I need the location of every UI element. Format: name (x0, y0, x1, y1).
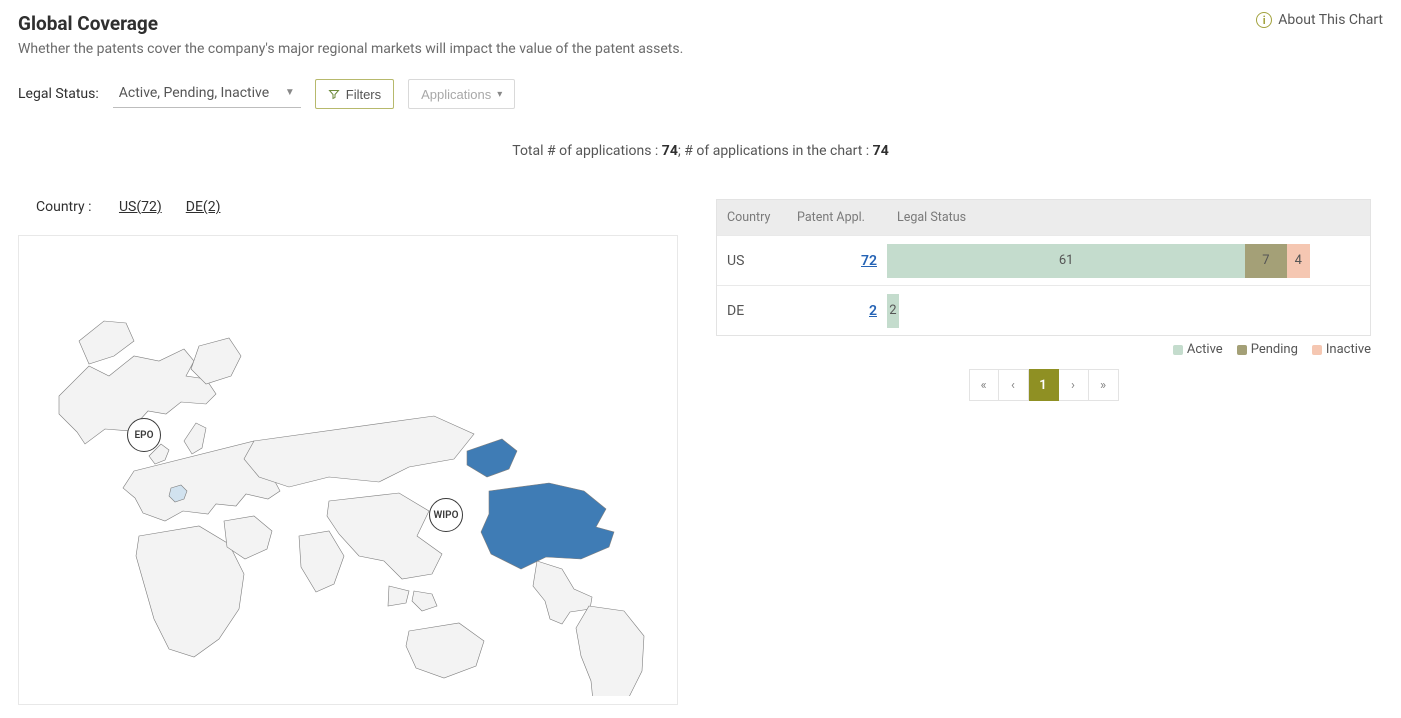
status-table-header: Country Patent Appl. Legal Status (717, 200, 1370, 235)
pagination: « ‹ 1 › » (716, 369, 1371, 401)
title-block: Global Coverage Whether the patents cove… (18, 12, 683, 57)
legal-status-select[interactable]: Active, Pending, Inactive ▼ (113, 81, 301, 108)
left-column: Country : US(72) DE(2) (18, 199, 688, 705)
legend-swatch-pending (1237, 345, 1247, 355)
page-prev[interactable]: ‹ (999, 369, 1029, 401)
info-icon: i (1256, 12, 1272, 28)
about-chart-link[interactable]: i About This Chart (1256, 12, 1383, 28)
bar-segment-active[interactable]: 61 (887, 244, 1245, 278)
country-links: Country : US(72) DE(2) (36, 199, 688, 215)
col-patent-appl: Patent Appl. (787, 200, 887, 235)
map-badge-epo[interactable]: EPO (127, 418, 161, 452)
legal-status-value: Active, Pending, Inactive (119, 85, 269, 101)
country-link-us[interactable]: US(72) (119, 199, 162, 215)
world-map[interactable]: EPO WIPO (18, 235, 678, 705)
cell-patent-appl[interactable]: 2 (787, 293, 887, 329)
bar-segment-inactive[interactable]: 4 (1287, 244, 1311, 278)
summary-prefix: Total # of applications : (512, 143, 662, 159)
chevron-down-icon: ▼ (285, 87, 295, 98)
page-first[interactable]: « (969, 369, 999, 401)
bar-segment-active[interactable]: 2 (887, 294, 899, 328)
legend-swatch-active (1173, 345, 1183, 355)
table-row: DE22 (717, 285, 1370, 335)
legend-label-inactive: Inactive (1326, 342, 1371, 357)
bar-segment-pending[interactable]: 7 (1245, 244, 1286, 278)
legend-swatch-inactive (1312, 345, 1322, 355)
filters-label: Filters (346, 87, 381, 102)
map-badge-wipo[interactable]: WIPO (429, 498, 463, 532)
controls-row: Legal Status: Active, Pending, Inactive … (18, 79, 1383, 109)
filters-button[interactable]: Filters (315, 79, 394, 109)
filter-icon (328, 88, 340, 100)
legend: Active Pending Inactive (716, 342, 1371, 357)
legal-status-label: Legal Status: (18, 86, 99, 102)
applications-button[interactable]: Applications ▾ (408, 79, 515, 109)
country-link-de[interactable]: DE(2) (186, 199, 221, 215)
applications-label: Applications (421, 87, 491, 102)
cell-country: US (717, 243, 787, 279)
col-country: Country (717, 200, 787, 235)
cell-country: DE (717, 293, 787, 329)
main-columns: Country : US(72) DE(2) (18, 199, 1383, 705)
page-last[interactable]: » (1089, 369, 1119, 401)
page-title: Global Coverage (18, 12, 683, 35)
cell-patent-appl[interactable]: 72 (787, 243, 887, 279)
page-current: 1 (1029, 369, 1059, 401)
summary-inchart: 74 (873, 143, 889, 159)
legend-label-active: Active (1187, 342, 1223, 357)
col-legal-status: Legal Status (887, 200, 1370, 235)
summary-counts: Total # of applications : 74; # of appli… (18, 143, 1383, 159)
table-row: US726174 (717, 235, 1370, 285)
page-next[interactable]: › (1059, 369, 1089, 401)
cell-legal-status-bar: 2 (887, 286, 1370, 335)
header-row: Global Coverage Whether the patents cove… (18, 12, 1383, 57)
page-root: Global Coverage Whether the patents cove… (0, 0, 1401, 718)
legend-label-pending: Pending (1251, 342, 1298, 357)
about-chart-label: About This Chart (1278, 12, 1383, 28)
country-links-label: Country : (36, 199, 91, 215)
status-table: Country Patent Appl. Legal Status US7261… (716, 199, 1371, 336)
world-map-svg (29, 246, 669, 696)
cell-legal-status-bar: 6174 (887, 236, 1370, 285)
page-subtitle: Whether the patents cover the company's … (18, 41, 683, 57)
summary-mid: ; # of applications in the chart : (678, 143, 873, 159)
right-column: Country Patent Appl. Legal Status US7261… (716, 199, 1383, 705)
chevron-down-icon: ▾ (497, 89, 502, 100)
summary-total: 74 (662, 143, 678, 159)
